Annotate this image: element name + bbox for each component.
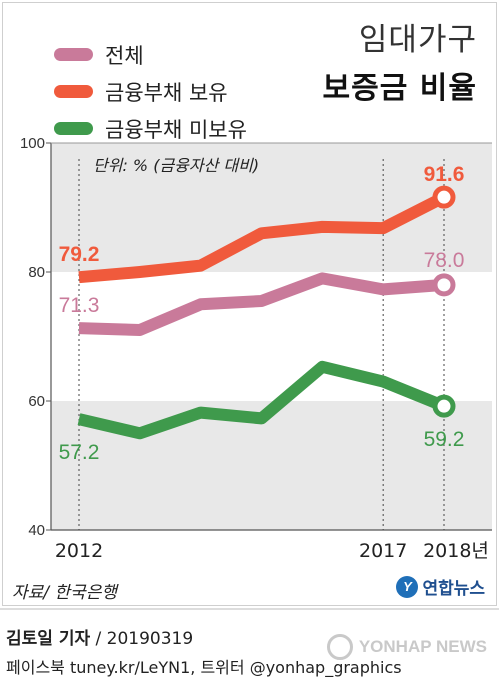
data-label-3: 78.0 [424,249,465,272]
source-note: 자료/ 한국은행 [12,583,117,603]
credit-date: / 20190319 [90,629,194,649]
gray-band-1 [51,401,492,530]
legend-label-debt: 금융부채 보유 [105,80,228,105]
data-label-2: 71.3 [59,294,100,317]
credit-author: 김토일 기자 [6,629,91,649]
data-label-5: 59.2 [424,428,465,451]
series-line-0 [78,272,445,336]
data-label-1: 91.6 [424,163,465,186]
unit-note: 단위: % (금융자산 대비) [93,156,260,175]
legend-swatch-debt [54,85,93,98]
x-tick-label-2012: 2012 [55,540,103,562]
legend-item-debt: 금융부채 보유 [54,73,247,110]
yonhap-brand: Y 연합뉴스 [396,574,485,599]
y-tick-label-60: 60 [28,393,45,410]
watermark: YONHAP NEWS [326,634,487,660]
legend: 전체 금융부채 보유 금융부채 미보유 [54,36,247,147]
watermark-logo-icon [326,634,353,660]
data-label-0: 79.2 [59,243,100,266]
x-tick-label-2017: 2017 [359,540,407,562]
legend-item-total: 전체 [54,36,247,73]
yonhap-brand-text: 연합뉴스 [422,579,485,599]
yonhap-logo-icon: Y [396,575,419,598]
chart-title-line2: 보증금 비율 [322,71,477,106]
legend-swatch-nodebt [54,122,93,135]
y-tick-label-100: 100 [20,135,45,152]
legend-label-total: 전체 [105,43,144,68]
legend-item-nodebt: 금융부채 미보유 [54,110,247,147]
x-tick-label-2018: 2018년 [423,540,489,562]
legend-swatch-total [54,48,93,61]
y-tick-label-40: 40 [28,522,45,539]
credit-line: 김토일 기자 / 20190319 [6,624,193,649]
data-label-4: 57.2 [59,441,100,464]
watermark-text: YONHAP NEWS [358,637,487,656]
divider [0,608,499,610]
legend-label-nodebt: 금융부채 미보유 [105,117,247,142]
y-tick-label-80: 80 [28,264,45,281]
chart-title-line1: 임대가구 [358,22,477,58]
social-links: 페이스북 tuney.kr/LeYN1, 트위터 @yonhap_graphic… [6,658,402,677]
